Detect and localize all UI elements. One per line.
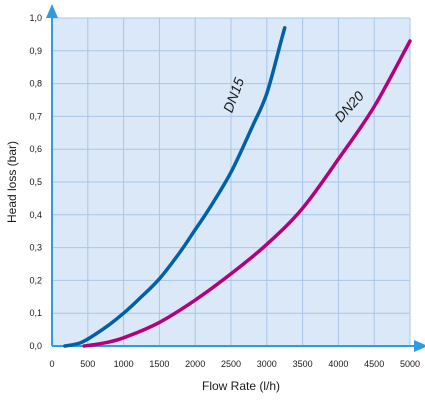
x-tick-label: 3500 <box>293 359 313 369</box>
x-tick-label: 2500 <box>221 359 241 369</box>
y-tick-label: 0,2 <box>29 275 42 285</box>
x-tick-label: 4000 <box>328 359 348 369</box>
axes <box>46 4 425 352</box>
y-tick-label: 0,4 <box>29 210 42 220</box>
x-axis-title: Flow Rate (l/h) <box>202 379 280 393</box>
x-tick-labels: 0 500 1000 1500 2000 2500 3000 3500 4000 4500 5000 <box>49 359 420 369</box>
y-tick-label: 0,6 <box>29 144 42 154</box>
y-tick-label: 0,9 <box>29 46 42 56</box>
x-tick-label: 0 <box>49 359 54 369</box>
y-tick-labels: 0,0 0,1 0,2 0,3 0,4 0,5 0,6 0,7 0,8 0,9 1,0 <box>29 13 42 351</box>
y-tick-label: 0,8 <box>29 79 42 89</box>
y-tick-label: 0,5 <box>29 177 42 187</box>
x-tick-label: 1000 <box>114 359 134 369</box>
x-tick-label: 3000 <box>257 359 277 369</box>
y-axis-title: Head loss (bar) <box>5 141 19 223</box>
x-tick-label: 1500 <box>149 359 169 369</box>
y-tick-label: 1,0 <box>29 13 42 23</box>
x-tick-label: 4500 <box>364 359 384 369</box>
series-line-dn15 <box>63 26 287 348</box>
series-line-dn20 <box>82 39 412 348</box>
x-tick-label: 5000 <box>400 359 420 369</box>
y-tick-label: 0,7 <box>29 111 42 121</box>
y-tick-label: 0,3 <box>29 243 42 253</box>
y-tick-label: 0,1 <box>29 308 42 318</box>
x-axis-arrow-icon <box>414 340 425 352</box>
y-axis-arrow-icon <box>46 4 58 18</box>
x-tick-label: 500 <box>80 359 95 369</box>
y-tick-label: 0,0 <box>29 341 42 351</box>
grid-lines <box>52 17 411 346</box>
x-tick-label: 2000 <box>185 359 205 369</box>
